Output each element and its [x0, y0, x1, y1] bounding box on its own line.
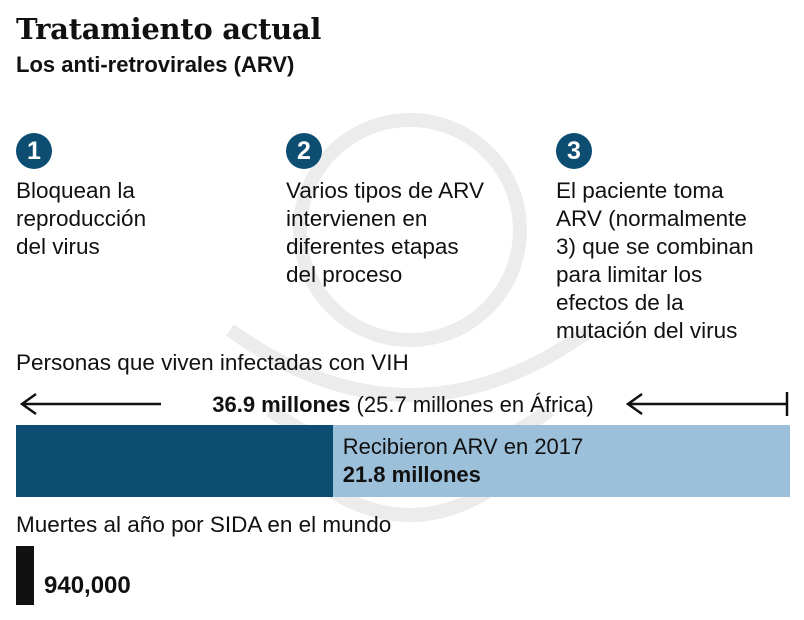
received-arv-value: 21.8 millones: [342, 462, 481, 487]
step-2: 2 Varios tipos de ARV intervienen en dif…: [286, 133, 484, 289]
total-range-indicator: 36.9 millones (25.7 millones en África): [16, 384, 790, 424]
total-value: 36.9 millones: [212, 392, 351, 417]
bar-received-arv: [332, 425, 790, 497]
deaths-chart-title: Muertes al año por SIDA en el mundo: [16, 512, 392, 537]
page-title: Tratamiento actual: [16, 12, 322, 46]
step-text: Varios tipos de ARV intervienen en difer…: [286, 178, 485, 287]
step-number-badge: 3: [556, 133, 592, 169]
bar-annual-deaths: [16, 546, 34, 605]
step-text: Bloquean la reproducción del virus: [16, 178, 147, 259]
step-number-badge: 1: [16, 133, 52, 169]
total-label: 36.9 millones (25.7 millones en África): [16, 392, 790, 418]
range-arrows-icon: [19, 392, 789, 416]
received-arv-series-name: Recibieron ARV en 2017: [342, 434, 584, 459]
received-arv-label: Recibieron ARV en 2017 21.8 millones: [343, 433, 584, 489]
step-3: 3 El paciente toma ARV (normalmente 3) q…: [556, 133, 754, 345]
step-number-badge: 2: [286, 133, 322, 169]
infected-bar-chart: Recibieron ARV en 2017 21.8 millones: [16, 425, 790, 497]
deaths-value: 940,000: [44, 572, 131, 599]
page-subtitle: Los anti-retrovirales (ARV): [16, 52, 295, 77]
step-text: El paciente toma ARV (normalmente 3) que…: [556, 178, 754, 343]
infected-chart-title: Personas que viven infectadas con VIH: [16, 350, 409, 375]
step-1: 1 Bloquean la reproducción del virus: [16, 133, 146, 261]
total-detail: (25.7 millones en África): [350, 392, 594, 417]
